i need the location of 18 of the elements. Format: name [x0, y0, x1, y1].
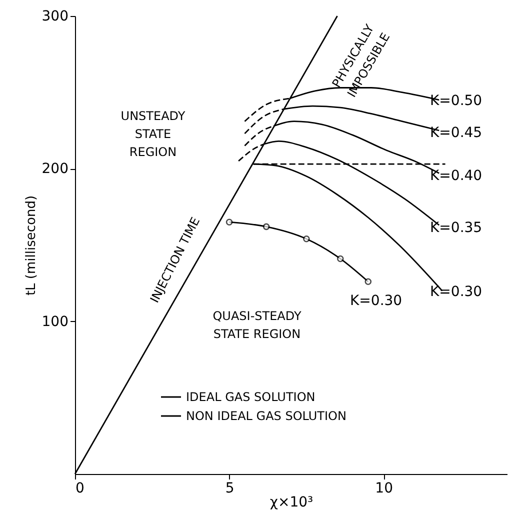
annotation: UNSTEADY STATE REGION [120, 109, 186, 159]
annotation: K=0.40 [430, 168, 482, 184]
annotation: K=0.30 [350, 293, 402, 309]
annotation: K=0.30 [430, 284, 482, 300]
x-tick-label: 0 [76, 480, 84, 496]
y-tick-label: 200 [42, 161, 68, 178]
annotation: K=0.45 [430, 125, 482, 141]
legend-label: NON IDEAL GAS SOLUTION [186, 409, 346, 423]
x-tick-label: 10 [375, 480, 393, 496]
annotation: K=0.50 [430, 93, 482, 109]
y-tick-label: 100 [42, 314, 68, 330]
legend-label: IDEAL GAS SOLUTION [186, 390, 316, 404]
y-axis-title: tL (millisecond) [24, 195, 39, 296]
annotation: QUASI-STEADY STATE REGION [212, 309, 302, 341]
annotation: K=0.35 [430, 220, 482, 236]
x-axis-title: χ×10³ [270, 494, 314, 510]
x-tick-label: 5 [225, 480, 234, 496]
y-tick-label: 300 [42, 8, 68, 24]
